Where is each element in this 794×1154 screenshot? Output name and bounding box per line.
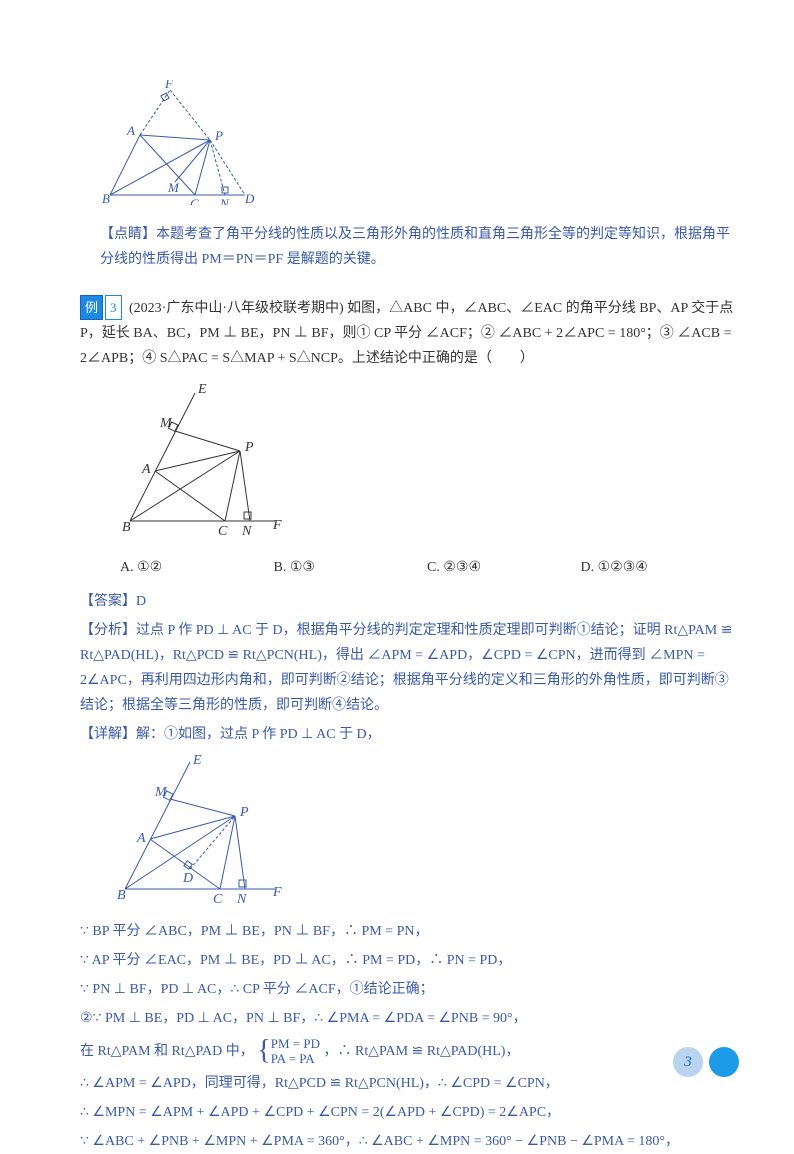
example-number: 3 bbox=[105, 295, 122, 320]
option-b: B. ①③ bbox=[274, 555, 428, 580]
detail-line-2: ∵ AP 平分 ∠EAC，PM ⊥ BE，PD ⊥ AC，∴ PM = PD，∴… bbox=[80, 948, 734, 973]
fig1-label-b: B bbox=[102, 191, 110, 205]
detail-line-6: ∴ ∠MPN = ∠APM + ∠APD + ∠CPD + ∠CPN = 2(∠… bbox=[80, 1100, 734, 1125]
fig1-label-p: P bbox=[214, 128, 223, 143]
detail-line-1: ∵ BP 平分 ∠ABC，PM ⊥ BE，PN ⊥ BF，∴ PM = PN， bbox=[80, 919, 734, 944]
detail-brace-line: 在 Rt△PAM 和 Rt△PAD 中， { PM = PD PA = PA ，… bbox=[80, 1036, 734, 1067]
fig1-label-m: M bbox=[167, 180, 180, 195]
answer: 【答案】D bbox=[80, 589, 734, 614]
brace-post: ，∴ Rt△PAM ≌ Rt△PAD(HL)， bbox=[323, 1043, 519, 1058]
page-decoration-circle bbox=[709, 1047, 739, 1077]
fig3-label-p: P bbox=[239, 805, 249, 820]
example-text: (2023·广东中山·八年级校联考期中) 如图，△ABC 中，∠ABC、∠EAC… bbox=[80, 301, 733, 366]
brace-line-2: PA = PA bbox=[271, 1051, 320, 1067]
example-badge: 例 bbox=[80, 295, 103, 320]
detail-line-4: ②∵ PM ⊥ BE，PD ⊥ AC，PN ⊥ BF，∴ ∠PMA = ∠PDA… bbox=[80, 1006, 734, 1031]
fig1-label-a: A bbox=[126, 123, 135, 138]
fig2-label-e: E bbox=[197, 382, 207, 397]
page-number-circle: 3 bbox=[673, 1047, 703, 1077]
page-footer: 3 bbox=[673, 1047, 739, 1077]
fig3-label-n: N bbox=[236, 892, 247, 904]
detail-head: 【详解】解：①如图，过点 P 作 PD ⊥ AC 于 D， bbox=[80, 722, 734, 747]
analysis: 【分析】过点 P 作 PD ⊥ AC 于 D，根据角平分线的判定定理和性质定理即… bbox=[80, 618, 734, 719]
detail-line-7: ∵ ∠ABC + ∠PNB + ∠MPN + ∠PMA = 360°，∴ ∠AB… bbox=[80, 1129, 734, 1154]
fig1-label-f: F bbox=[164, 80, 174, 91]
fig2-label-f: F bbox=[272, 518, 282, 533]
fig2-label-p: P bbox=[244, 440, 254, 455]
brace-pre: 在 Rt△PAM 和 Rt△PAD 中， bbox=[80, 1043, 254, 1058]
fig1-label-d: D bbox=[244, 191, 255, 205]
answer-options: A. ①② B. ①③ C. ②③④ D. ①②③④ bbox=[80, 555, 734, 580]
fig3-label-a: A bbox=[136, 831, 146, 846]
fig2-label-c: C bbox=[218, 524, 228, 536]
fig2-label-b: B bbox=[122, 520, 131, 535]
fig2-label-m: M bbox=[159, 416, 173, 431]
detail-line-3: ∵ PN ⊥ BF，PD ⊥ AC，∴ CP 平分 ∠ACF，①结论正确； bbox=[80, 977, 734, 1002]
figure-1: F A P B M C N D bbox=[100, 80, 734, 214]
fig2-label-a: A bbox=[141, 462, 151, 477]
fig3-label-e: E bbox=[192, 754, 202, 768]
example-3: 例3 (2023·广东中山·八年级校联考期中) 如图，△ABC 中，∠ABC、∠… bbox=[80, 295, 734, 372]
detail-line-5: ∴ ∠APM = ∠APD，同理可得，Rt△PCD ≌ Rt△PCN(HL)，∴… bbox=[80, 1071, 734, 1096]
fig3-label-f: F bbox=[272, 885, 282, 900]
fig1-label-c: C bbox=[190, 196, 199, 205]
option-d: D. ①②③④ bbox=[581, 555, 735, 580]
comment-dianqing: 【点睛】本题考查了角平分线的性质以及三角形外角的性质和直角三角形全等的判定等知识… bbox=[80, 222, 734, 272]
brace-line-1: PM = PD bbox=[271, 1036, 320, 1052]
option-a: A. ①② bbox=[120, 555, 274, 580]
figure-3: E M P A B D C N F bbox=[115, 754, 734, 913]
brace-system: { PM = PD PA = PA bbox=[257, 1036, 320, 1067]
fig2-label-n: N bbox=[241, 524, 252, 536]
fig3-label-b: B bbox=[117, 888, 126, 903]
figure-2: E M P A B C N F bbox=[120, 381, 734, 545]
option-c: C. ②③④ bbox=[427, 555, 581, 580]
fig3-label-c: C bbox=[213, 892, 223, 904]
fig3-label-d: D bbox=[182, 871, 193, 886]
fig3-label-m: M bbox=[154, 785, 168, 800]
fig1-label-n: N bbox=[219, 196, 230, 205]
